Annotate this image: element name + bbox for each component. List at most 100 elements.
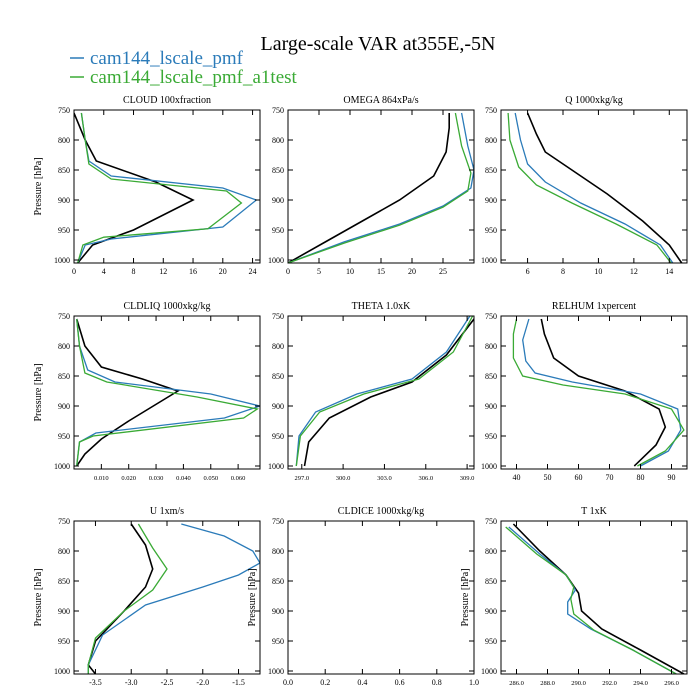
x-tick-label: 306.0 bbox=[418, 475, 433, 482]
y-tick-label: 900 bbox=[272, 402, 284, 411]
y-tick-label: 750 bbox=[58, 106, 70, 115]
series-line bbox=[76, 318, 259, 467]
y-tick-label: 850 bbox=[272, 372, 284, 381]
series-line bbox=[295, 316, 474, 467]
x-tick-label: 0.010 bbox=[94, 475, 109, 482]
series-line bbox=[540, 318, 667, 467]
x-tick-label: 290.0 bbox=[571, 680, 586, 687]
x-tick-label: 90 bbox=[668, 473, 676, 482]
plot-frame bbox=[73, 315, 261, 470]
y-tick-label: 950 bbox=[272, 637, 284, 646]
x-tick-label: 20 bbox=[219, 267, 227, 276]
x-tick-label: 1.0 bbox=[469, 678, 479, 687]
y-tick-label: 850 bbox=[485, 372, 497, 381]
y-tick-label: 900 bbox=[272, 607, 284, 616]
x-tick-label: 6 bbox=[526, 267, 530, 276]
x-tick-label: 303.0 bbox=[377, 475, 392, 482]
x-tick-label: 0.4 bbox=[357, 678, 367, 687]
x-tick-label: -2.5 bbox=[161, 678, 174, 687]
y-tick-label: 1000 bbox=[54, 256, 70, 265]
series-line bbox=[77, 112, 243, 263]
x-tick-label: 70 bbox=[606, 473, 614, 482]
y-tick-label: 800 bbox=[485, 547, 497, 556]
y-tick-label: 1000 bbox=[481, 256, 497, 265]
x-tick-label: -3.0 bbox=[125, 678, 138, 687]
series-line bbox=[526, 112, 683, 263]
y-tick-label: 850 bbox=[485, 166, 497, 175]
y-tick-label: 800 bbox=[272, 342, 284, 351]
x-tick-label: 8 bbox=[132, 267, 136, 276]
y-tick-label: 1000 bbox=[268, 256, 284, 265]
y-tick-label: 850 bbox=[272, 166, 284, 175]
legend-label: cam144_lscale_pmf bbox=[90, 48, 244, 69]
x-tick-label: 0.2 bbox=[320, 678, 330, 687]
y-axis-label: Pressure [hPa] bbox=[460, 568, 471, 626]
y-tick-label: 800 bbox=[272, 136, 284, 145]
series-line bbox=[295, 316, 471, 467]
series-line bbox=[303, 318, 474, 467]
x-tick-label: 16 bbox=[189, 267, 197, 276]
chart-panel: Q 1000xkg/kg 750 800 850 900 950 1000 6 8 10 12 14 bbox=[481, 95, 688, 276]
y-tick-label: 950 bbox=[485, 432, 497, 441]
panel-title: U 1xm/s bbox=[150, 506, 184, 517]
y-tick-label: 900 bbox=[272, 196, 284, 205]
y-tick-label: 850 bbox=[485, 577, 497, 586]
chart-panel: U 1xm/s Pressure [hPa] 750 800 850 900 950 1000… bbox=[33, 506, 261, 687]
y-tick-label: 900 bbox=[485, 196, 497, 205]
x-tick-label: 4 bbox=[102, 267, 106, 276]
figure-title: Large-scale VAR at355E,-5N bbox=[261, 33, 496, 55]
y-tick-label: 1000 bbox=[481, 462, 497, 471]
legend-label: cam144_lscale_pmf_a1test bbox=[90, 67, 298, 88]
y-tick-label: 850 bbox=[58, 372, 70, 381]
x-tick-label: 10 bbox=[346, 267, 354, 276]
chart-panel: RELHUM 1xpercent 750 800 850 900 950 1000 40 50 6… bbox=[481, 301, 688, 482]
y-tick-label: 750 bbox=[272, 312, 284, 321]
y-axis-label: Pressure [hPa] bbox=[33, 363, 44, 421]
x-tick-label: 10 bbox=[594, 267, 602, 276]
y-tick-label: 900 bbox=[485, 402, 497, 411]
plot-frame bbox=[287, 109, 475, 264]
x-tick-label: 286.0 bbox=[509, 680, 524, 687]
series-line bbox=[512, 523, 685, 674]
y-tick-label: 950 bbox=[485, 637, 497, 646]
x-tick-label: 300.0 bbox=[336, 475, 351, 482]
y-tick-label: 950 bbox=[58, 637, 70, 646]
legend: cam144_lscale_pmfcam144_lscale_pmf_a1tes… bbox=[70, 48, 298, 88]
x-tick-label: 0 bbox=[72, 267, 76, 276]
series-line bbox=[288, 113, 450, 263]
chart-panel: CLOUD 100xfraction Pressure [hPa] 750 800 85… bbox=[33, 95, 261, 276]
panel-title: CLOUD 100xfraction bbox=[123, 95, 211, 106]
x-tick-label: 309.0 bbox=[460, 475, 475, 482]
x-tick-label: 15 bbox=[377, 267, 385, 276]
y-axis-label: Pressure [hPa] bbox=[247, 568, 258, 626]
y-axis-label: Pressure [hPa] bbox=[33, 568, 44, 626]
y-tick-label: 750 bbox=[485, 106, 497, 115]
y-tick-label: 900 bbox=[58, 607, 70, 616]
x-tick-label: 25 bbox=[439, 267, 447, 276]
y-tick-label: 1000 bbox=[54, 667, 70, 676]
x-tick-label: 0.030 bbox=[149, 475, 164, 482]
plot-frame bbox=[73, 520, 261, 675]
y-tick-label: 800 bbox=[58, 136, 70, 145]
x-tick-label: 8 bbox=[561, 267, 565, 276]
y-tick-label: 1000 bbox=[54, 462, 70, 471]
panel-title: RELHUM 1xpercent bbox=[552, 301, 636, 312]
y-tick-label: 950 bbox=[272, 432, 284, 441]
x-tick-label: 296.0 bbox=[664, 680, 679, 687]
series-line bbox=[514, 112, 674, 263]
y-tick-label: 900 bbox=[58, 402, 70, 411]
panel-title: THETA 1.0xK bbox=[352, 301, 411, 312]
y-tick-label: 750 bbox=[485, 517, 497, 526]
y-tick-label: 900 bbox=[485, 607, 497, 616]
x-tick-label: 0.060 bbox=[231, 475, 246, 482]
y-tick-label: 950 bbox=[485, 226, 497, 235]
y-tick-label: 900 bbox=[58, 196, 70, 205]
x-tick-label: 0 bbox=[286, 267, 290, 276]
series-line bbox=[87, 523, 260, 674]
plot-frame bbox=[287, 315, 475, 470]
y-tick-label: 850 bbox=[58, 166, 70, 175]
y-tick-label: 1000 bbox=[268, 667, 284, 676]
x-tick-label: 0.8 bbox=[432, 678, 442, 687]
